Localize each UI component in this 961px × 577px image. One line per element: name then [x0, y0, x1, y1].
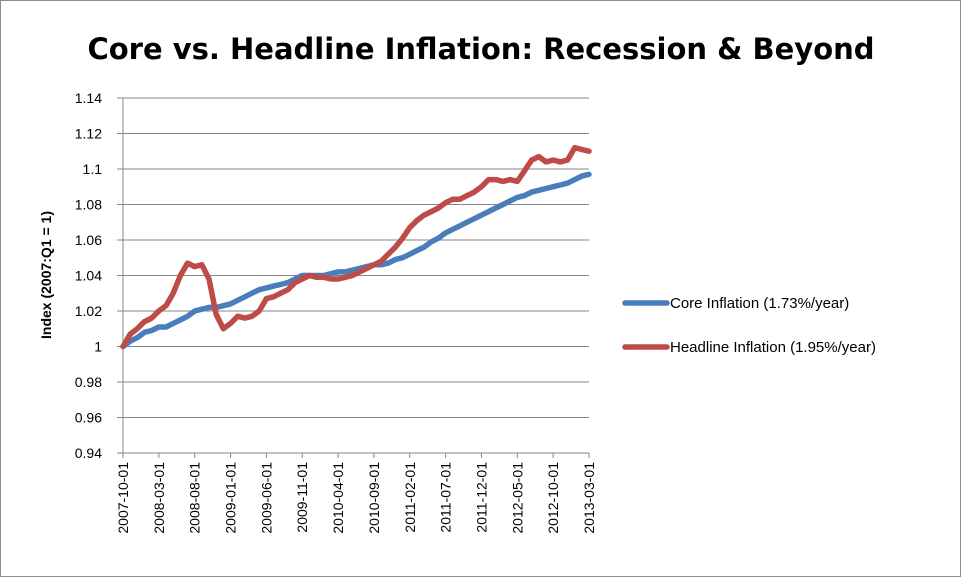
x-tick-label: 2012-05-01 — [509, 462, 525, 534]
y-tick-label: 1.06 — [75, 232, 102, 248]
y-tick-label: 1.12 — [75, 126, 102, 142]
x-tick-label: 2009-11-01 — [294, 462, 310, 533]
x-tick-label: 2009-01-01 — [223, 462, 239, 534]
headline-inflation-line — [120, 144, 592, 350]
x-tick-label: 2011-07-01 — [438, 462, 454, 533]
y-tick-label: 1 — [94, 339, 102, 355]
y-tick-label: 1.1 — [83, 161, 103, 177]
y-axis-label: Index (2007:Q1 = 1) — [38, 211, 54, 339]
y-tick-label: 1.04 — [75, 268, 102, 284]
x-tick-label: 2008-08-01 — [187, 462, 203, 534]
series-lines — [120, 144, 592, 350]
x-tick-label: 2009-06-01 — [258, 462, 274, 534]
x-tick-label: 2013-03-01 — [581, 462, 597, 534]
x-tick-label: 2010-09-01 — [366, 462, 382, 534]
y-tick-labels: 0.94 0.96 0.98 1 1.02 1.04 1.06 1.08 1.1 1.12 1.14 — [75, 90, 102, 461]
legend-label-core: Core Inflation (1.73%/year) — [670, 295, 849, 312]
y-tick-label: 0.94 — [75, 445, 102, 461]
legend: Core Inflation (1.73%/year) Headline Infl… — [622, 295, 876, 356]
x-tick-label: 2008-03-01 — [151, 462, 167, 534]
x-tick-label: 2010-04-01 — [330, 462, 346, 534]
y-tick-label: 1.08 — [75, 197, 102, 213]
y-tick-label: 1.14 — [75, 90, 102, 106]
grid-lines — [117, 97, 590, 458]
x-tick-label: 2007-10-01 — [115, 462, 131, 534]
chart-title: Core vs. Headline Inflation: Recession &… — [87, 32, 874, 66]
x-tick-labels: 2007-10-01 2008-03-01 2008-08-01 2009-01-01… — [115, 462, 597, 534]
legend-label-headline: Headline Inflation (1.95%/year) — [670, 339, 876, 356]
core-inflation-line — [120, 171, 592, 350]
y-tick-label: 0.98 — [75, 374, 102, 390]
x-tick-label: 2011-02-01 — [402, 462, 418, 533]
x-tick-label: 2012-10-01 — [545, 462, 561, 534]
y-tick-label: 1.02 — [75, 303, 102, 319]
y-tick-label: 0.96 — [75, 410, 102, 426]
x-tick-label: 2011-12-01 — [473, 462, 489, 533]
